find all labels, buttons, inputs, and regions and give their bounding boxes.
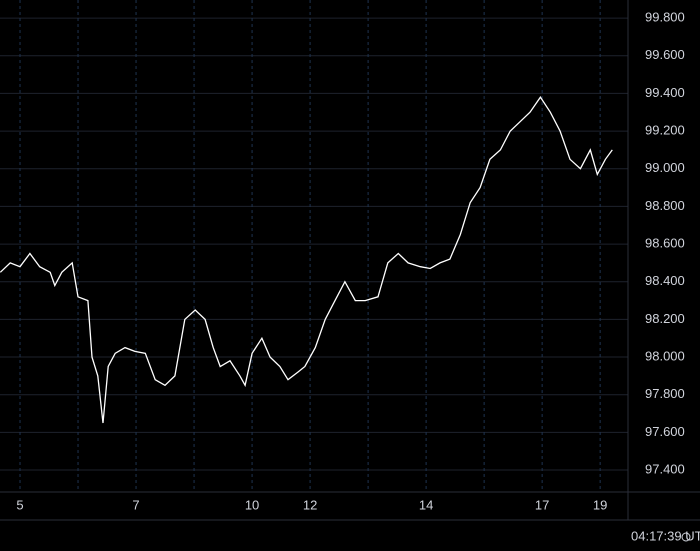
price-line	[0, 96, 613, 424]
y-tick-label: 99.200	[645, 123, 685, 138]
y-tick-label: 98.800	[645, 198, 685, 213]
x-tick-label: 10	[245, 497, 259, 512]
y-tick-label: 98.400	[645, 273, 685, 288]
y-tick-label: 98.000	[645, 348, 685, 363]
y-tick-label: 98.600	[645, 236, 685, 251]
x-tick-label: 5	[16, 497, 23, 512]
y-tick-label: 97.600	[645, 424, 685, 439]
settings-icon[interactable]	[681, 532, 691, 542]
y-tick-label: 97.400	[645, 461, 685, 476]
x-tick-label: 19	[593, 497, 607, 512]
x-tick-label: 12	[303, 497, 317, 512]
x-tick-label: 7	[132, 497, 139, 512]
y-tick-label: 99.600	[645, 47, 685, 62]
y-tick-label: 99.800	[645, 10, 685, 25]
y-tick-label: 99.400	[645, 85, 685, 100]
y-tick-label: 98.200	[645, 311, 685, 326]
x-tick-label: 14	[419, 497, 433, 512]
y-tick-label: 99.000	[645, 160, 685, 175]
y-tick-label: 97.800	[645, 386, 685, 401]
x-tick-label: 17	[535, 497, 549, 512]
